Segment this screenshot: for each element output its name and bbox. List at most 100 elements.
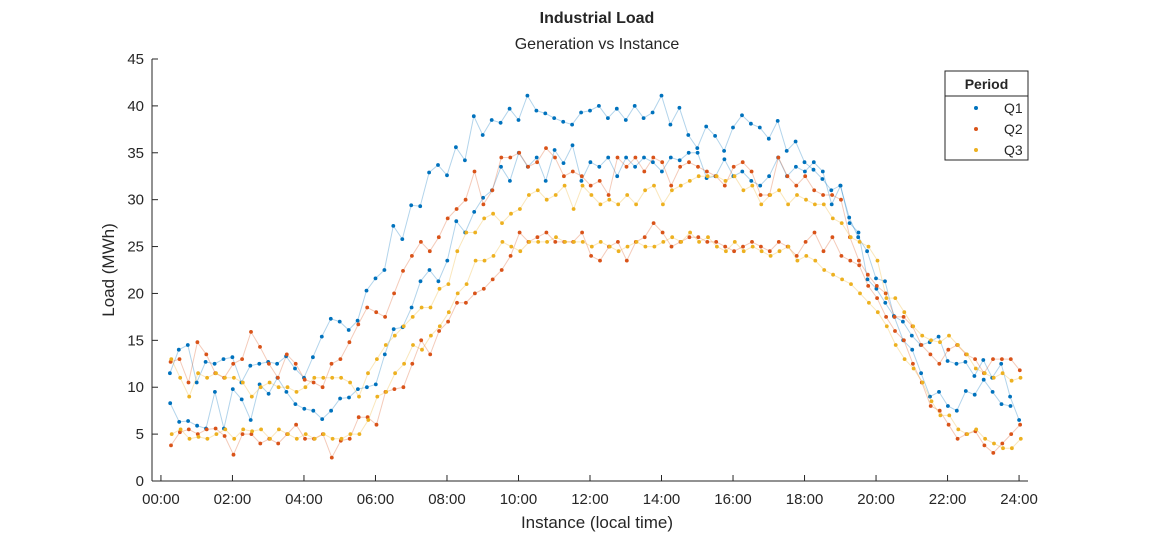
data-point (668, 155, 673, 160)
data-point (320, 385, 325, 390)
data-point (1018, 375, 1023, 380)
data-point (553, 193, 558, 197)
data-point (963, 360, 968, 364)
y-tick-label: 25 (127, 239, 144, 256)
data-point (294, 390, 299, 394)
x-tick-label: 06:00 (357, 491, 395, 508)
data-point (330, 375, 335, 380)
data-point (337, 319, 342, 324)
data-point (464, 300, 468, 305)
data-point (651, 221, 656, 226)
data-point (643, 244, 648, 249)
data-point (999, 402, 1004, 406)
data-point (830, 216, 835, 221)
y-tick-label: 10 (127, 379, 144, 396)
data-point (929, 399, 934, 404)
data-point (829, 202, 834, 207)
data-point (741, 188, 746, 193)
data-point (195, 340, 200, 345)
data-point (480, 133, 485, 137)
data-point (223, 427, 228, 432)
data-point (231, 361, 236, 366)
data-point (1008, 357, 1013, 361)
x-tick-label: 18:00 (786, 491, 824, 508)
data-point (633, 164, 637, 169)
data-point (419, 338, 424, 343)
legend-box (944, 70, 1029, 161)
data-point (643, 188, 647, 193)
data-point (230, 355, 235, 360)
data-point (231, 452, 236, 457)
legend-marker-q2 (974, 127, 978, 131)
data-point (784, 149, 789, 153)
data-point (713, 134, 717, 138)
data-point (293, 361, 298, 366)
data-point (374, 422, 379, 427)
data-point (1000, 441, 1005, 446)
data-point (232, 436, 237, 441)
data-point (222, 434, 227, 438)
data-point (589, 244, 594, 249)
data-point (615, 174, 620, 179)
data-point (614, 106, 619, 111)
data-point (840, 277, 844, 282)
data-point (463, 197, 468, 202)
data-point (866, 244, 871, 249)
data-point (481, 195, 485, 200)
data-point (777, 188, 781, 193)
data-point (884, 315, 888, 319)
data-point (740, 160, 745, 165)
data-point (696, 174, 701, 179)
data-point (804, 254, 809, 258)
data-point (732, 240, 737, 244)
data-point (911, 361, 915, 366)
data-point (767, 174, 771, 179)
data-point (221, 357, 226, 361)
data-point (749, 169, 754, 174)
data-point (580, 240, 585, 244)
data-point (695, 150, 700, 155)
data-point (499, 268, 504, 272)
data-point (902, 357, 907, 361)
data-point (696, 235, 701, 240)
data-point (534, 108, 539, 113)
data-point (813, 202, 817, 207)
data-point (651, 155, 656, 160)
data-point (722, 157, 727, 162)
data-point (821, 202, 826, 207)
data-point (561, 119, 566, 124)
data-point (436, 279, 441, 284)
data-point (490, 277, 495, 282)
data-point (866, 284, 871, 288)
data-point (177, 357, 182, 361)
data-point (543, 179, 548, 183)
data-point (409, 203, 414, 208)
data-point (695, 146, 700, 151)
data-point (954, 361, 959, 366)
data-point (185, 343, 190, 347)
series-layer (168, 93, 1023, 460)
x-tick-label: 04:00 (285, 491, 323, 508)
series-q3 (169, 174, 1023, 451)
data-point (973, 357, 977, 361)
data-point (552, 148, 557, 152)
data-point (597, 179, 602, 183)
data-point (544, 146, 548, 151)
data-point (427, 170, 431, 175)
data-point (471, 114, 476, 119)
data-point (929, 338, 933, 343)
data-point (339, 436, 344, 441)
data-point (670, 235, 675, 240)
data-point (794, 164, 798, 169)
data-point (499, 155, 504, 160)
data-point (553, 240, 558, 244)
data-point (847, 221, 852, 226)
data-point (249, 394, 254, 399)
data-point (445, 173, 449, 178)
data-point (722, 149, 726, 153)
data-point (615, 155, 620, 160)
data-point (830, 235, 835, 240)
data-point (686, 150, 691, 155)
data-point (642, 155, 646, 160)
data-point (928, 404, 933, 408)
